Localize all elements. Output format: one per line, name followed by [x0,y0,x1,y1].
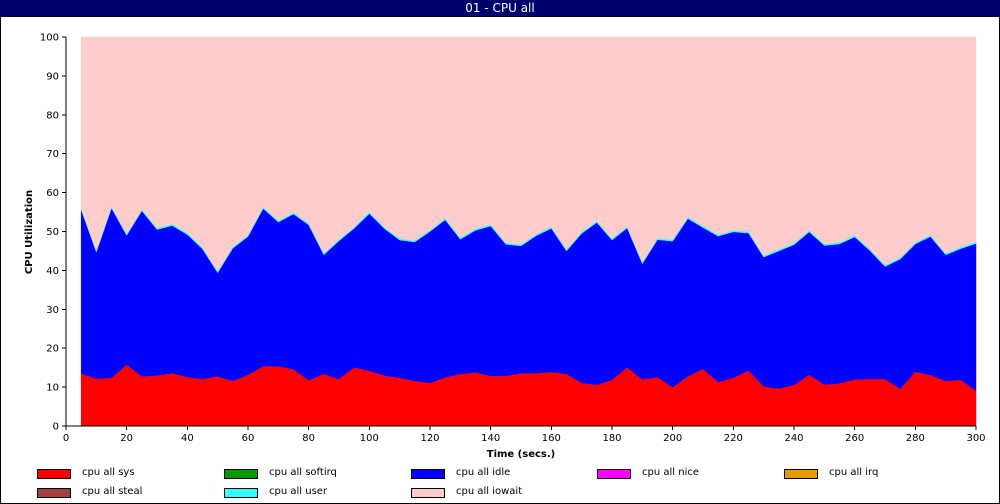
cpu-utilization-chart: 0 10 20 30 40 50 60 70 80 90 100 0 20 40 60 80 100 120 140… [24,33,986,461]
x-tick-label: 100 [360,433,379,444]
y-tick-label: 60 [46,188,59,199]
x-tick-label: 280 [906,433,925,444]
legend-item-irq: cpu all irq [784,467,964,481]
x-tick-label: 20 [120,433,133,444]
x-tick-label: 60 [242,433,255,444]
legend-item-idle: cpu all idle [411,467,591,481]
legend-swatch-iowait [411,488,445,498]
y-tick-label: 70 [46,149,59,160]
x-tick-label: 140 [481,433,500,444]
axes: 0 10 20 30 40 50 60 70 80 90 100 0 20 40 60 80 100 120 140… [40,33,986,445]
y-tick-label: 90 [46,71,59,82]
legend-item-steal: cpu all steal [37,486,217,500]
y-tick-label: 10 [46,383,59,394]
x-tick-label: 40 [181,433,194,444]
x-tick-label: 120 [420,433,439,444]
x-tick-label: 0 [63,433,69,444]
legend-label-irq: cpu all irq [829,467,879,478]
legend-label-nice: cpu all nice [642,467,699,478]
y-tick-label: 100 [40,33,59,44]
x-tick-label: 220 [724,433,743,444]
y-tick-label: 40 [46,266,59,277]
legend-label-sys: cpu all sys [82,467,135,478]
x-tick-label: 260 [845,433,864,444]
x-tick-label: 180 [602,433,621,444]
x-tick-label: 160 [542,433,561,444]
legend-swatch-nice [597,469,631,479]
legend-item-softirq: cpu all softirq [224,467,404,481]
y-tick-label: 50 [46,227,59,238]
legend-swatch-user [224,488,258,498]
x-tick-label: 240 [784,433,803,444]
y-tick-label: 20 [46,344,59,355]
y-tick-label: 30 [46,305,59,316]
legend-swatch-steal [37,488,71,498]
y-axis-label: CPU Utilization [24,190,35,274]
legend-item-user: cpu all user [224,486,404,500]
x-tick-label: 80 [302,433,315,444]
legend-item-nice: cpu all nice [597,467,777,481]
legend-item-sys: cpu all sys [37,467,217,481]
legend: cpu all sys cpu all softirq cpu all idle… [0,462,1000,504]
legend-swatch-sys [37,469,71,479]
y-tick-label: 80 [46,110,59,121]
x-tick-label: 300 [966,433,985,444]
y-tick-label: 0 [53,422,59,433]
chart-frame: 0 10 20 30 40 50 60 70 80 90 100 0 20 40 60 80 100 120 140… [0,16,1000,504]
x-tick-label: 200 [663,433,682,444]
legend-label-softirq: cpu all softirq [269,467,337,478]
legend-label-idle: cpu all idle [456,467,511,478]
chart-title: 01 - CPU all [0,0,1000,16]
x-axis-label: Time (secs.) [487,449,556,460]
legend-swatch-idle [411,469,445,479]
legend-label-user: cpu all user [269,486,328,497]
area-layers [66,36,977,427]
legend-item-iowait: cpu all iowait [411,486,591,500]
legend-swatch-softirq [224,469,258,479]
area-cpu-all-iowait [80,36,977,272]
legend-swatch-irq [784,469,818,479]
legend-label-iowait: cpu all iowait [456,486,523,497]
legend-label-steal: cpu all steal [82,486,143,497]
